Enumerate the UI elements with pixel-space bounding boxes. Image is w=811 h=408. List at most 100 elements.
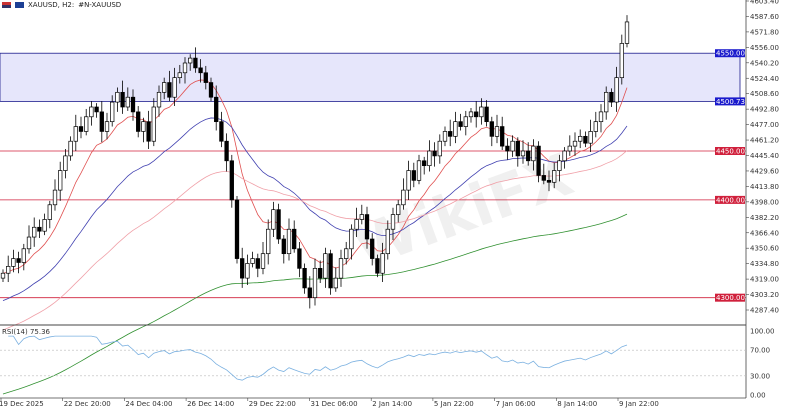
price-tick-label: 4540.20 [750, 59, 779, 67]
candle-body [333, 277, 338, 289]
candle-body [68, 140, 73, 157]
price-tick-label: 4477.00 [750, 121, 779, 129]
candle-body [292, 228, 297, 250]
candle-body [151, 106, 156, 142]
candle-body [411, 170, 416, 181]
candle-body [182, 62, 188, 74]
candle-body [271, 209, 276, 230]
candle-body [463, 116, 468, 127]
candle-body [281, 238, 286, 255]
price-tick-label: 4319.00 [750, 276, 779, 284]
candle-body [21, 248, 26, 263]
price-tick-label: 4587.60 [750, 13, 779, 21]
candle-body [307, 287, 312, 299]
candle-body [104, 121, 110, 132]
candle-body [338, 258, 344, 279]
candle-body [442, 131, 448, 142]
level-price-tag-label: 4500.73 [716, 98, 745, 106]
candle-body [318, 267, 323, 279]
candle-body [536, 145, 541, 176]
candle-body [47, 204, 52, 220]
candle-body [208, 82, 214, 98]
candle-body [42, 219, 47, 232]
candle-body [130, 96, 136, 113]
time-tick-label: 8 Jan 14:00 [557, 400, 597, 408]
candle-body [494, 126, 500, 137]
candle-body [406, 170, 411, 191]
price-tick-label: 4524.40 [750, 75, 779, 83]
candle-body [120, 91, 125, 108]
candle-body [437, 140, 442, 157]
candle-body [84, 116, 89, 132]
ma-slow-line [2, 150, 628, 331]
candle-body [250, 258, 255, 264]
candle-body [458, 121, 463, 127]
candle-body [16, 258, 21, 263]
candle-body [468, 111, 474, 118]
candle-body [177, 72, 182, 79]
level-price-tag [715, 97, 745, 106]
price-tick-label: 4382.20 [750, 214, 779, 222]
candle-body [354, 219, 359, 230]
level-price-tag [715, 195, 745, 204]
candle-body [11, 258, 16, 267]
candle-body [125, 96, 130, 108]
candle-body [422, 160, 427, 167]
price-tick-label: 4508.60 [750, 90, 779, 98]
candle-body [593, 121, 598, 132]
candle-body [510, 140, 515, 152]
level-price-tag-label: 4450.00 [716, 148, 745, 156]
price-tick-label: 4461.20 [750, 137, 779, 145]
time-tick-label: 31 Dec 06:00 [311, 400, 358, 408]
candle-body [364, 214, 370, 240]
candle-body [432, 150, 437, 157]
flag-icon [15, 2, 24, 8]
flag-icon [2, 2, 11, 8]
candle-body [323, 253, 328, 279]
candle-body [167, 82, 172, 98]
candle-body [188, 57, 193, 64]
candle-body [63, 155, 68, 171]
rsi-axis-label: 0.00 [750, 392, 766, 400]
candle-body [328, 253, 333, 289]
candle-body [214, 96, 219, 123]
candle-body [52, 189, 58, 206]
candle-body [203, 72, 208, 83]
candle-body [546, 179, 552, 183]
candle-body [448, 131, 453, 137]
candle-body [286, 228, 292, 255]
candle-body [370, 238, 375, 259]
rsi-axis-label: 100.00 [750, 328, 775, 336]
supply-zone [0, 52, 741, 102]
candle-body [266, 228, 271, 255]
candle-body [302, 267, 307, 289]
candle-body [609, 91, 614, 103]
time-tick-label: 9 Jan 22:00 [619, 400, 659, 408]
price-tick-label: 4366.40 [750, 229, 779, 237]
candle-body [6, 266, 11, 274]
candle-body [401, 189, 406, 206]
candle-body [115, 91, 120, 103]
time-tick-label: 5 Jan 22:00 [434, 400, 474, 408]
level-price-tag [715, 49, 745, 58]
candle-body [224, 140, 229, 162]
candle-body [479, 106, 484, 118]
candle-body [396, 204, 401, 215]
candle-body [614, 77, 619, 103]
level-price-tag [715, 293, 745, 302]
candle-body [567, 145, 572, 152]
candle-body [312, 267, 318, 299]
candle-body [156, 91, 162, 108]
price-tick-label: 4571.80 [750, 28, 779, 36]
rsi-label: RSI(14) 75.36 [2, 328, 51, 336]
candle-body [588, 131, 593, 144]
candle-body [94, 106, 99, 113]
candle-body [583, 135, 588, 144]
price-tick-label: 4334.80 [750, 260, 779, 268]
candle-body [474, 111, 479, 118]
candle-body [557, 160, 562, 171]
candle-body [162, 82, 167, 93]
candle-body [578, 135, 583, 142]
candle-body [219, 121, 224, 142]
